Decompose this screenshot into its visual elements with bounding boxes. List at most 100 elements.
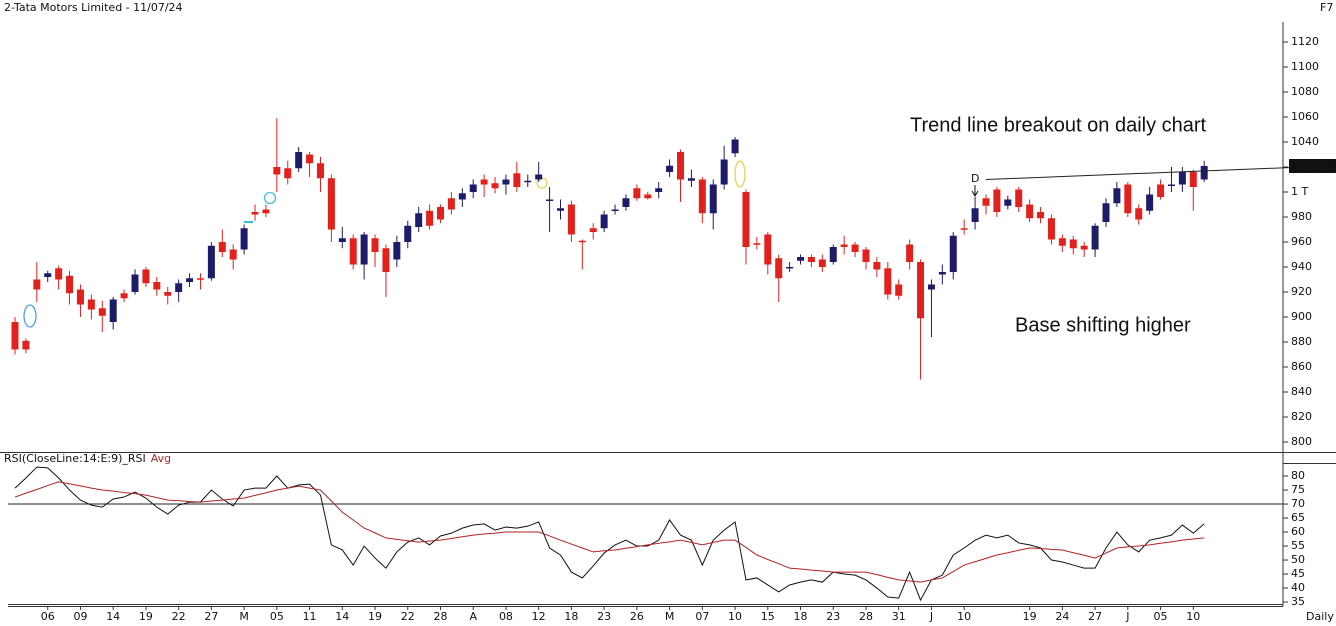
y-tick-label: 65 [1291,511,1305,524]
y-tick-label: 1040 [1291,135,1319,148]
candle-body [666,165,674,172]
candle-body [567,204,575,235]
candle-body [404,225,412,242]
candle-body [240,228,248,250]
candle-body [262,209,270,214]
candle-body [1047,218,1055,240]
x-tick-label: 08 [499,610,513,623]
x-tick-label: 23 [826,610,840,623]
candle-body [960,228,968,230]
annotation: Base shifting higher [1015,314,1191,336]
candle-body [218,242,226,252]
legend: RSI(CloseLine:14:E:9)_RSI Avg [4,452,171,465]
x-tick-label: M [665,610,675,623]
candle-body [524,180,532,183]
y-tick-label: 50 [1291,553,1305,566]
candle-body [207,245,215,279]
last-price-label: 1020.80 [1291,160,1336,173]
y-tick-label: 860 [1291,360,1312,373]
candle-body [447,198,455,210]
y-tick-label: 1060 [1291,110,1319,123]
candle-body [709,184,717,214]
candle-body [371,238,379,252]
candle-body [1004,199,1012,206]
candle-body [578,240,586,243]
candle-body [1058,238,1066,246]
candle-body [491,183,499,189]
candle-body [1135,208,1143,220]
x-tick-label: M [239,610,249,623]
candle-body [764,234,772,265]
candle-body [327,178,335,230]
x-tick-label: 18 [794,610,808,623]
y-tick-label: 900 [1291,310,1312,323]
candle-body [1189,172,1197,187]
candle-body [786,267,794,269]
candle-body [546,199,554,201]
candle-body [731,139,739,154]
candle-body [600,214,608,229]
candle-body [807,257,815,262]
x-tick-label: J [929,610,933,623]
y-tick-label: 940 [1291,260,1312,273]
x-tick-label: 31 [892,610,906,623]
x-tick-label: 06 [41,610,55,623]
candle-body [273,167,281,175]
legend-entry: RSI(CloseLine:14:E:9)_RSI [4,452,146,465]
candle-body [251,212,259,215]
x-tick-label: 05 [270,610,284,623]
candle-body [1015,189,1023,207]
candle-body [1026,204,1034,219]
candle-body [164,292,172,296]
candle-body [1113,188,1121,204]
candle-body [633,188,641,199]
y-tick-label: 80 [1291,469,1305,482]
candle-body [818,259,826,267]
candle-body [1102,203,1110,222]
candle-body [131,274,139,292]
candle-body [338,238,346,242]
y-tick-label: 800 [1291,435,1312,448]
y-tick-label: 40 [1291,581,1305,594]
annotation: Trend line breakout on daily chart [910,114,1207,136]
x-tick-label: J [1125,610,1129,623]
trend-line [985,165,1336,180]
candle-body [873,262,881,270]
y-tick-label: 35 [1291,595,1305,608]
candle-body [1037,212,1045,219]
candle-body [295,152,303,169]
y-tick-label: 1120 [1291,35,1319,48]
last-price-box [1289,159,1336,173]
y-tick-label: 1 T [1291,185,1308,198]
x-tick-label: 10 [1186,610,1200,623]
x-tick-label: 26 [630,610,644,623]
candle-body [1080,245,1088,250]
candle-body [415,213,423,227]
candle-body [513,173,521,187]
candle-body [316,163,324,179]
y-tick-label: 1100 [1291,60,1319,73]
y-tick-label: 1080 [1291,85,1319,98]
candle-body [382,248,390,272]
x-tick-label: 11 [303,610,317,623]
candle-body [698,179,706,214]
candle-body [66,275,74,294]
x-tick-label: 22 [401,610,415,623]
candle-body [1069,239,1077,249]
x-tick-label: A [469,610,477,623]
candle-body [1157,184,1165,197]
x-tick-label: 19 [368,610,382,623]
x-tick-label: 19 [1023,610,1037,623]
y-tick-label: 960 [1291,235,1312,248]
candle-body [1091,225,1099,250]
candle-body [1146,194,1154,211]
candle-body [1167,184,1175,186]
x-tick-label: 22 [172,610,186,623]
function-key: F7 [1320,1,1333,14]
x-tick-label: 28 [433,610,447,623]
candle-body [458,193,466,200]
candle-body [436,207,444,220]
x-tick-label: 12 [532,610,546,623]
candle-body [1178,172,1186,185]
y-tick-label: 920 [1291,285,1312,298]
